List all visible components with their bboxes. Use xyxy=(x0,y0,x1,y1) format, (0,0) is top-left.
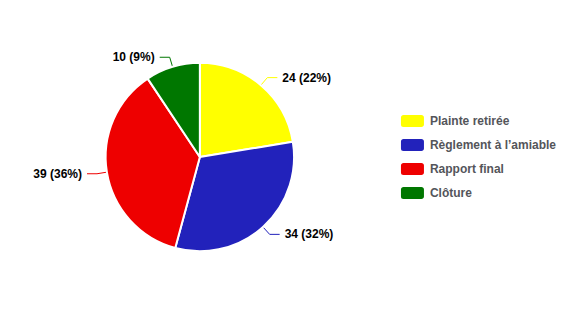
svg-text:Plainte retirée: Plainte retirée xyxy=(430,114,510,128)
svg-text:Rapport final: Rapport final xyxy=(430,162,504,176)
svg-text:Règlement à l’amiable: Règlement à l’amiable xyxy=(430,138,556,152)
svg-text:24 (22%): 24 (22%) xyxy=(282,71,331,85)
svg-text:39 (36%): 39 (36%) xyxy=(33,167,82,181)
svg-text:34 (32%): 34 (32%) xyxy=(285,227,334,241)
svg-text:Clôture: Clôture xyxy=(430,186,472,200)
svg-text:10 (9%): 10 (9%) xyxy=(113,50,155,64)
